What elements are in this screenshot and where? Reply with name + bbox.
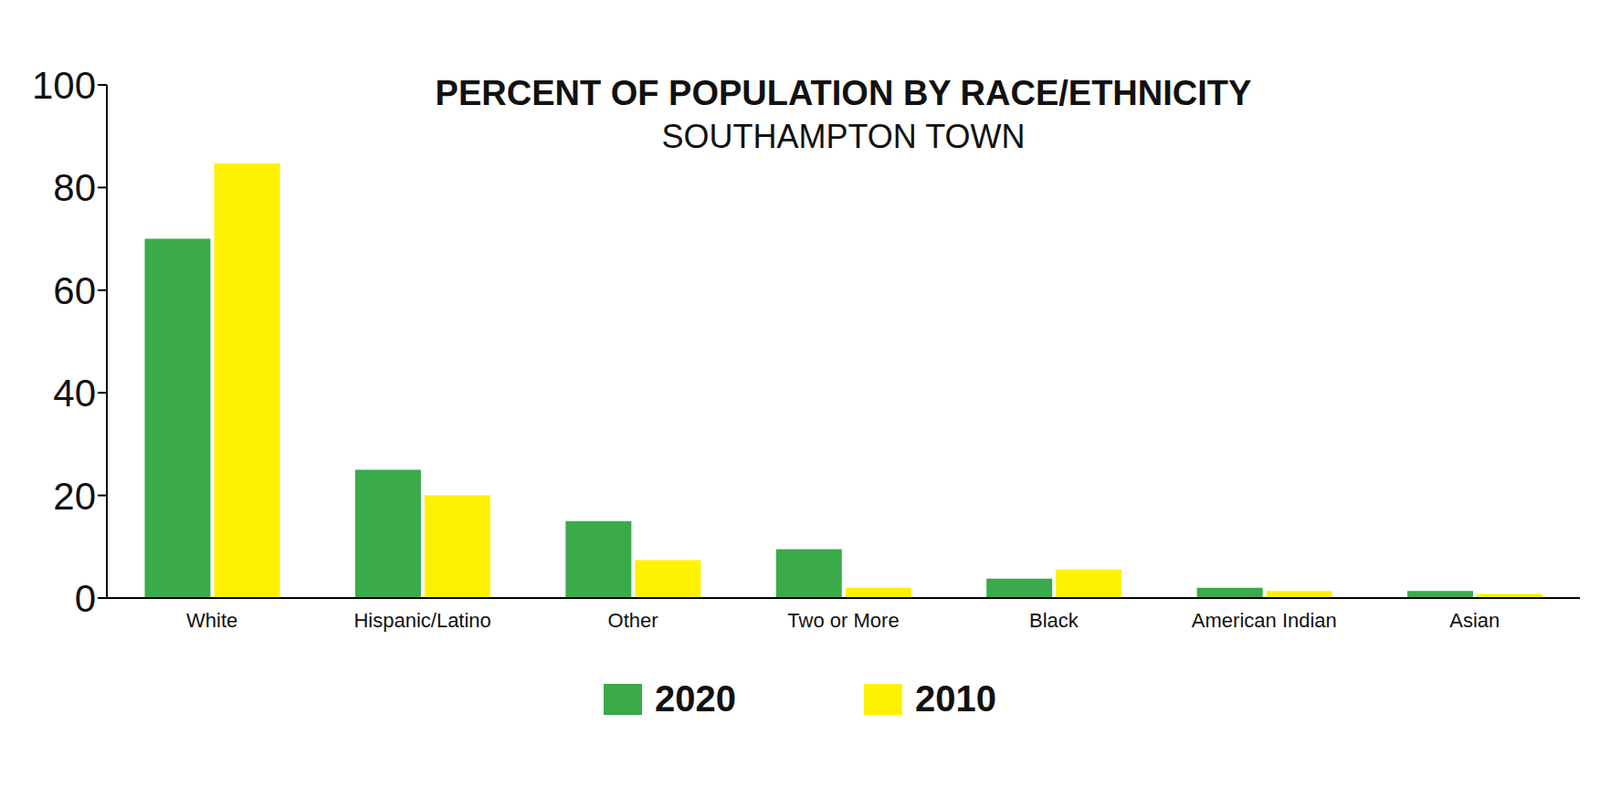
svg-text:0: 0 [74, 577, 96, 621]
svg-text:Two or More: Two or More [787, 609, 899, 632]
svg-text:White: White [186, 609, 238, 632]
html-text:2020: 2020 [654, 678, 737, 719]
svg-text:American Indian: American Indian [1191, 609, 1337, 632]
svg-text:Other: Other [608, 609, 659, 632]
svg-text:80: 80 [52, 166, 96, 210]
html-text:PERCENT OF POPULATION BY RACE/: PERCENT OF POPULATION BY RACE/ETHNICITY [435, 73, 1252, 113]
svg-text:Hispanic/Latino: Hispanic/Latino [353, 609, 491, 632]
svg-text:Black: Black [1029, 609, 1080, 632]
svg-text:60: 60 [52, 269, 96, 313]
svg-text:20: 20 [52, 474, 96, 518]
svg-text:100: 100 [31, 63, 96, 107]
svg-text:Asian: Asian [1449, 609, 1500, 632]
svg-text:40: 40 [52, 371, 96, 415]
html-text:2010: 2010 [915, 678, 997, 719]
html-text:SOUTHAMPTON TOWN: SOUTHAMPTON TOWN [661, 118, 1026, 156]
